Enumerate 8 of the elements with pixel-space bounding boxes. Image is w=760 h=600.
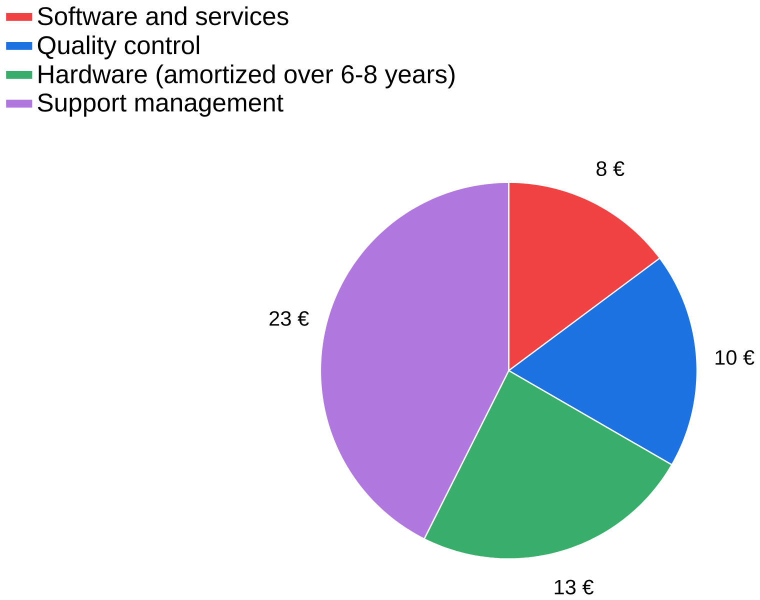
legend-label: Hardware (amortized over 6-8 years): [38, 64, 454, 88]
data-label: 8 €: [596, 161, 624, 176]
legend-label: Software and services: [38, 6, 288, 26]
data-label: 13 €: [554, 580, 594, 595]
data-label: 23 €: [270, 311, 309, 326]
data-label: 10 €: [716, 350, 754, 365]
legend-label: Support management: [38, 94, 284, 117]
legend-label: Quality control: [38, 36, 200, 60]
